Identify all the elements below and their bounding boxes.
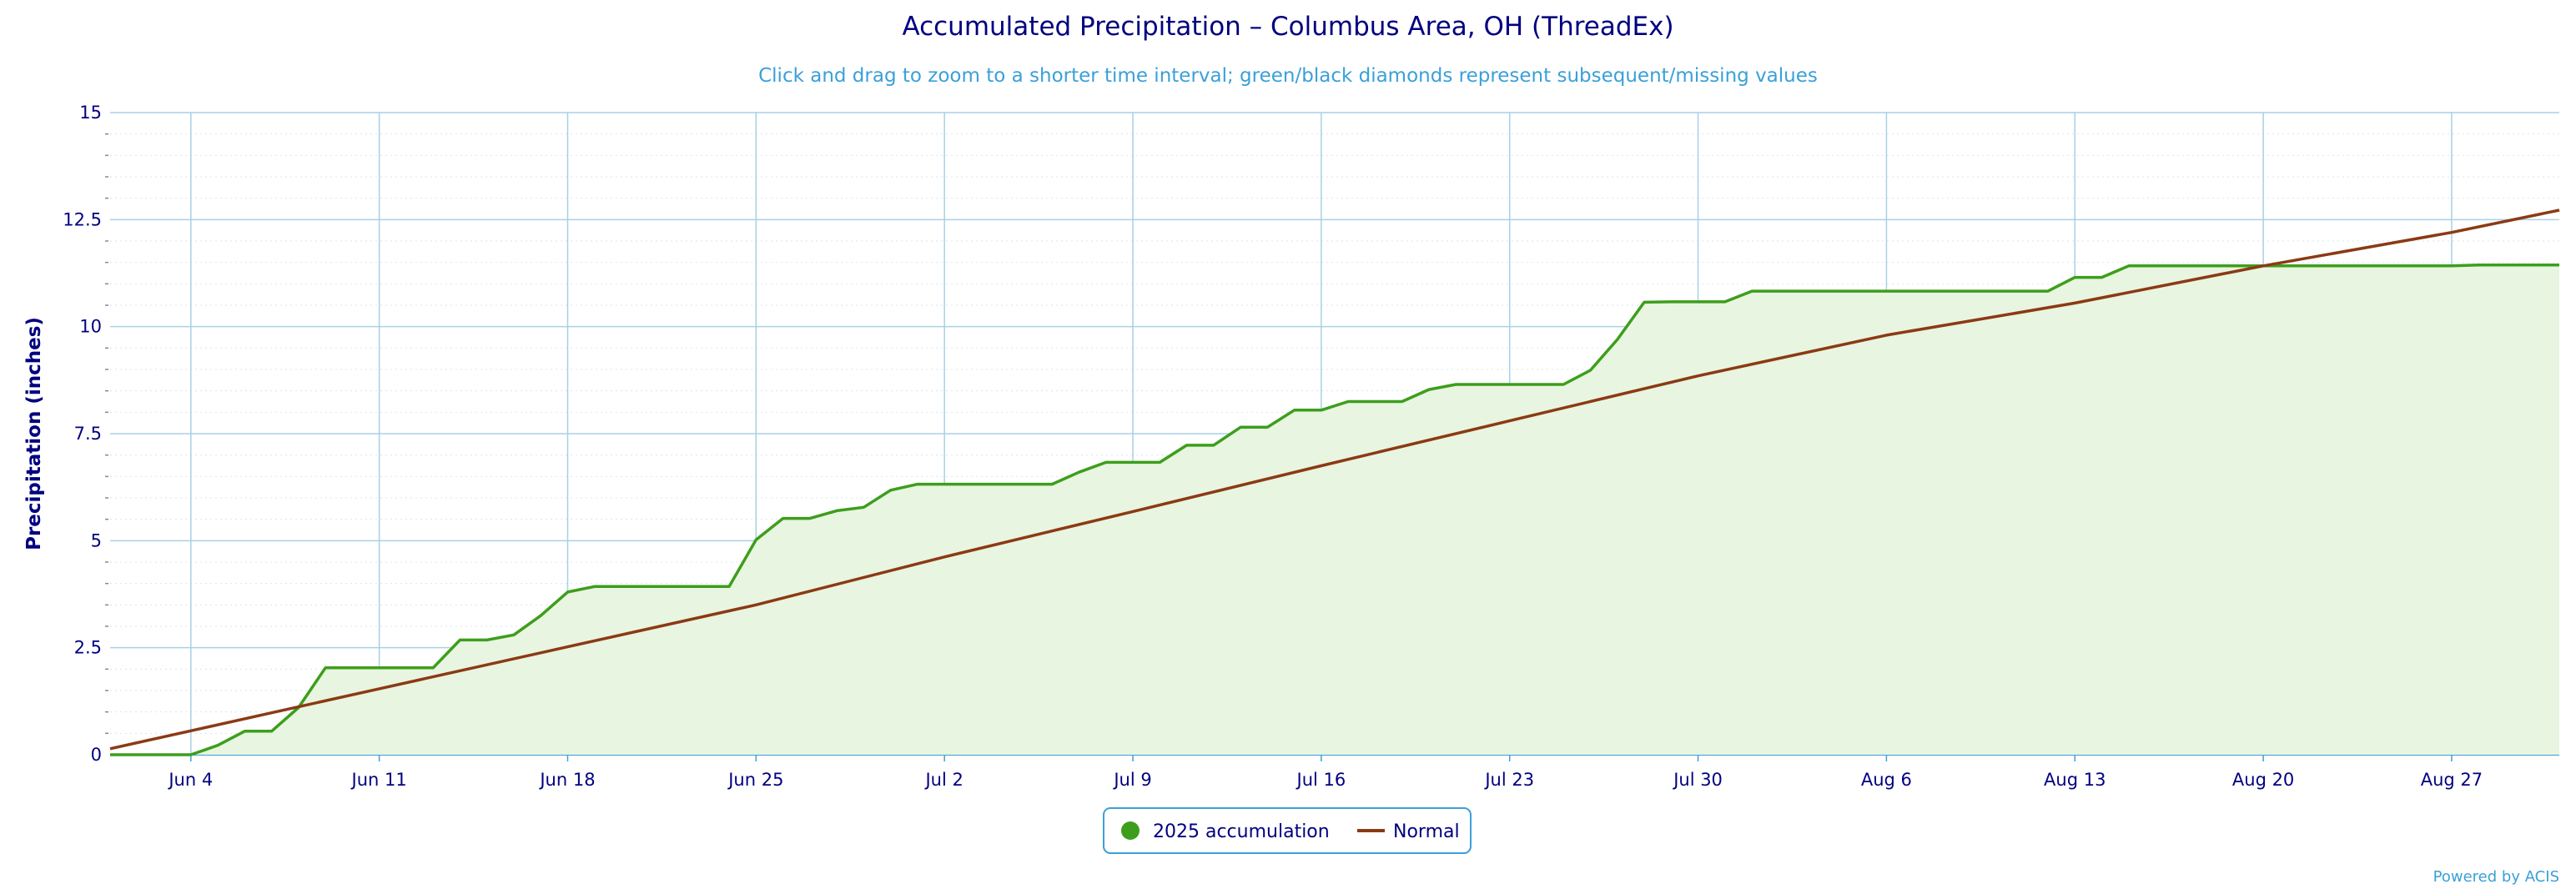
legend-normal-label: Normal <box>1393 821 1460 842</box>
normal-line[interactable] <box>109 208 2560 751</box>
y-tick-label: 2.5 <box>74 638 102 658</box>
series-area-fill <box>110 264 2559 755</box>
series-lines[interactable] <box>109 208 2560 756</box>
x-tick-label: Jul 16 <box>1296 770 1346 790</box>
legend-box <box>1103 807 1472 854</box>
x-tick-label: Jul 23 <box>1483 770 1534 790</box>
legend-item-normal[interactable]: Normal <box>1357 821 1460 842</box>
legend[interactable]: 2025 accumulation Normal <box>1103 807 1472 854</box>
credit-link[interactable]: Powered by ACIS <box>2433 868 2559 886</box>
x-tick-label: Jul 30 <box>1672 770 1723 790</box>
y-tick-label: 5 <box>91 530 102 550</box>
x-tick-label: Jun 25 <box>727 770 783 790</box>
x-tick-label: Aug 27 <box>2421 770 2483 790</box>
y-tick-label: 10 <box>79 317 102 337</box>
x-tick-label: Jul 9 <box>1112 770 1151 790</box>
chart-subtitle: Click and drag to zoom to a shorter time… <box>758 65 1818 87</box>
x-tick-label: Jun 11 <box>350 770 407 790</box>
chart-title: Accumulated Precipitation – Columbus Are… <box>902 12 1673 42</box>
legend-accumulation-label: 2025 accumulation <box>1153 821 1330 842</box>
x-tick-label: Aug 6 <box>1861 770 1912 790</box>
legend-accumulation-marker <box>1121 821 1140 840</box>
accumulation-line[interactable] <box>110 263 2559 756</box>
x-tick-label: Aug 20 <box>2232 770 2294 790</box>
accumulation-area <box>110 264 2559 755</box>
y-tick-label: 12.5 <box>63 209 102 229</box>
y-tick-label: 15 <box>79 103 102 123</box>
x-tick-label: Jun 4 <box>167 770 213 790</box>
x-axis: Jun 4 Jun 11 Jun 18 Jun 25 Jul 2 Jul 9 Jul 16 J… <box>167 770 2483 790</box>
x-tick-label: Jun 18 <box>538 770 595 790</box>
y-axis-label: Precipitation (inches) <box>23 317 45 550</box>
y-tick-label: 7.5 <box>74 424 102 444</box>
x-tick-label: Jul 2 <box>923 770 963 790</box>
y-tick-label: 0 <box>91 745 102 765</box>
legend-item-accumulation[interactable]: 2025 accumulation <box>1121 821 1330 842</box>
y-axis: 0 2.5 5 7.5 10 12.5 15 <box>63 103 102 765</box>
x-tick-label: Aug 13 <box>2044 770 2106 790</box>
